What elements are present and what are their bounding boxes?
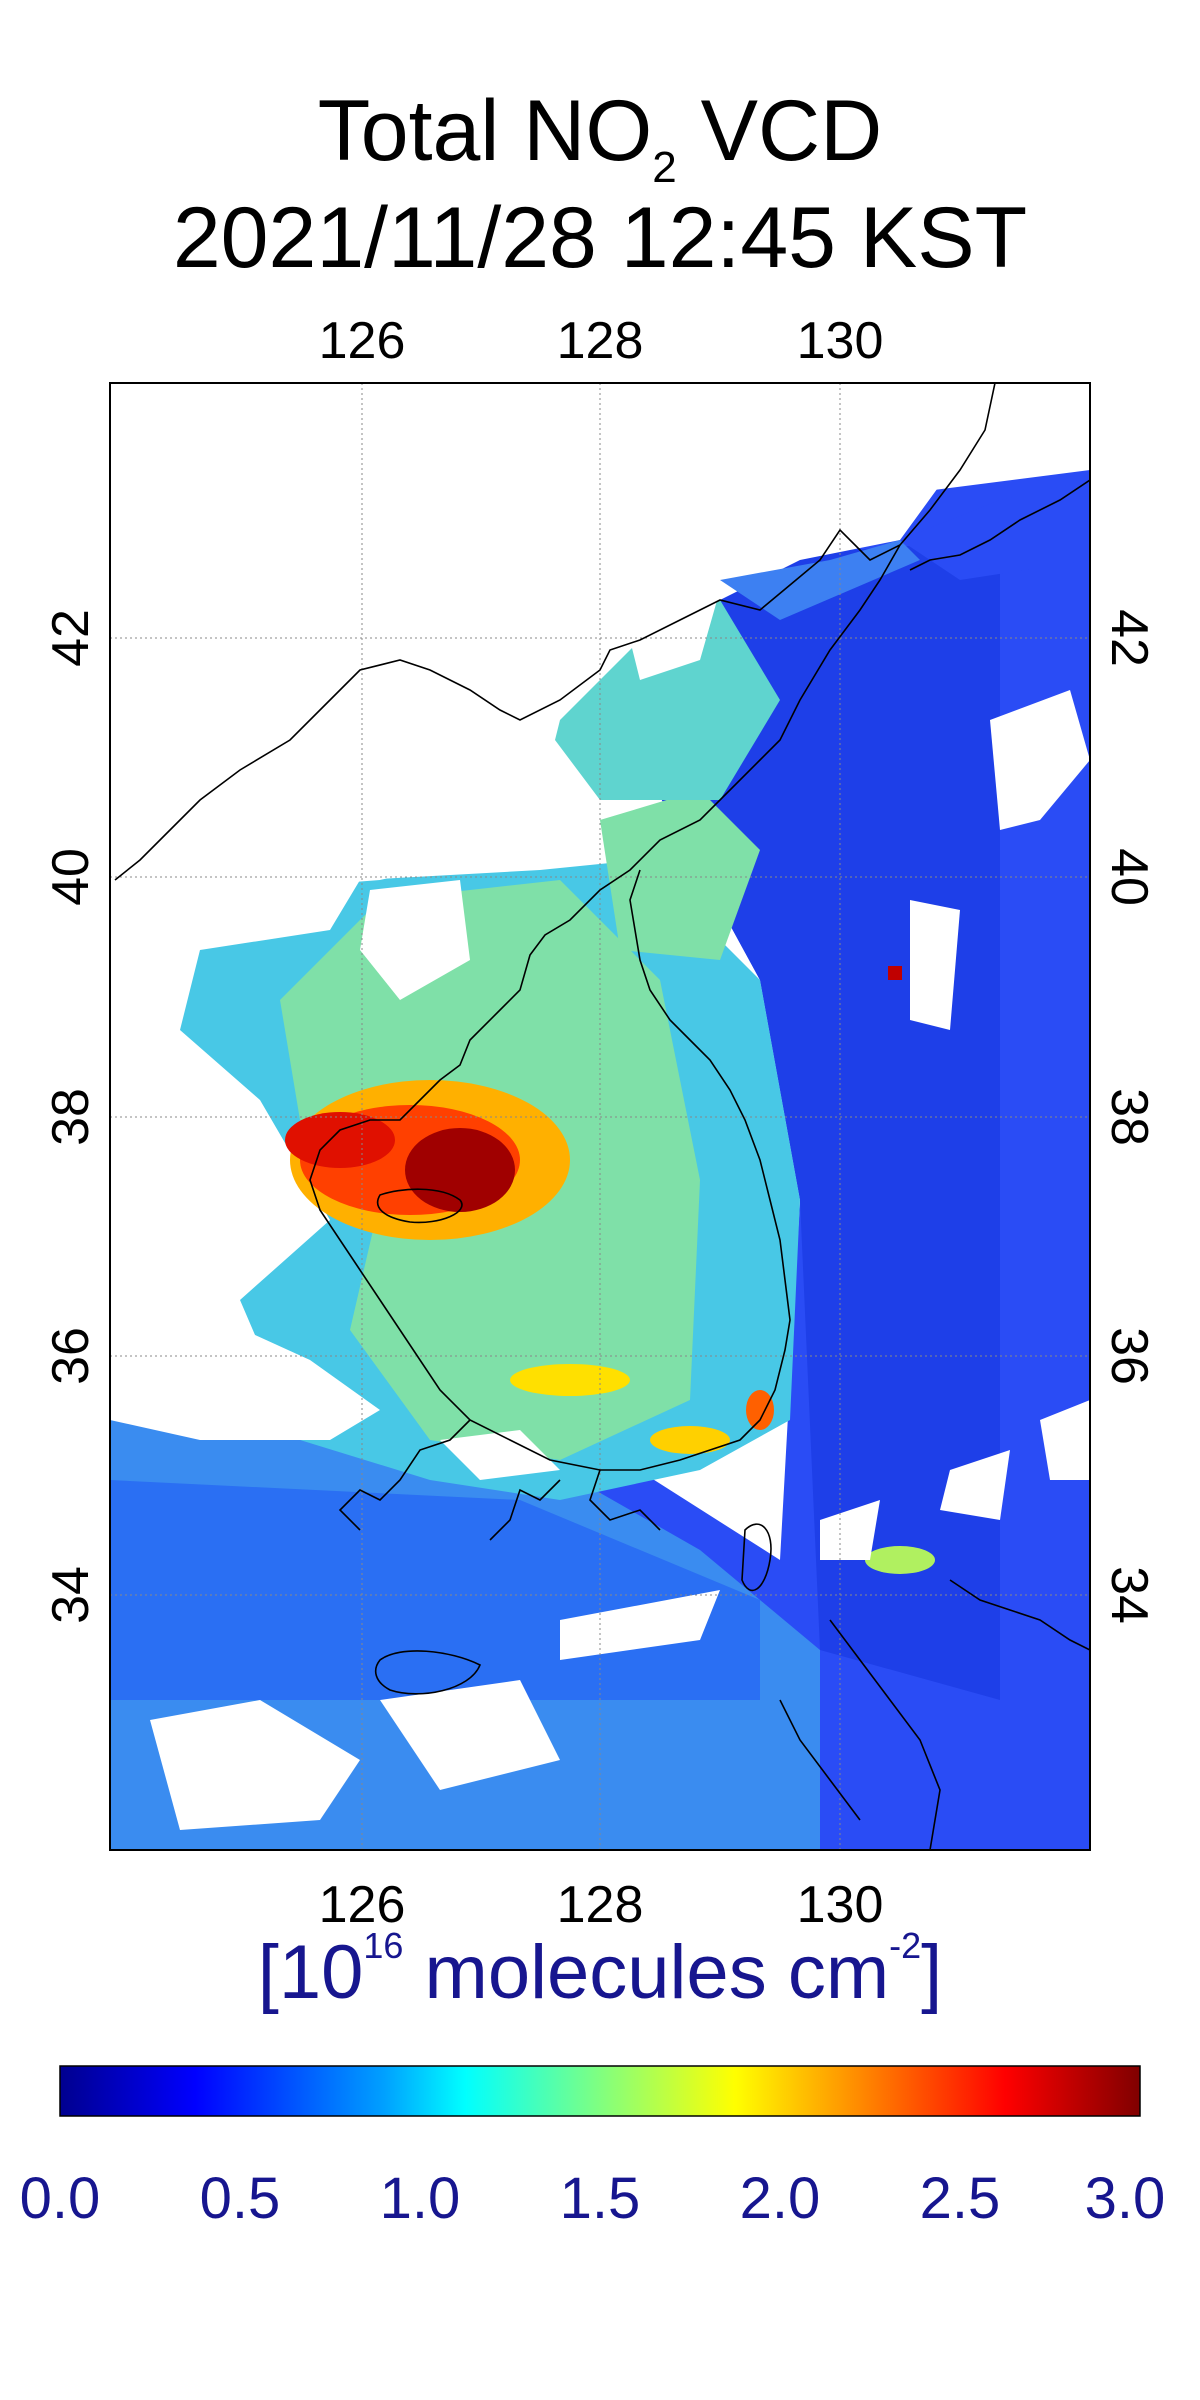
lat-tick-right: 34 <box>1100 1566 1158 1624</box>
colorbar-tick: 0.5 <box>199 2166 281 2231</box>
unit-exponent: 16 <box>363 1925 404 1966</box>
map-frame <box>109 382 1091 1851</box>
lon-tick-bottom: 130 <box>797 1876 884 1934</box>
lat-tick-right: 42 <box>1100 609 1158 667</box>
colorbar-tick: 1.0 <box>379 2166 461 2231</box>
lat-tick-left: 34 <box>42 1566 100 1624</box>
colorbar-tick: 1.5 <box>559 2166 641 2231</box>
colorbar-tick: 2.0 <box>739 2166 821 2231</box>
lat-tick-right: 36 <box>1100 1327 1158 1385</box>
unit-middle: molecules cm <box>403 1930 890 2015</box>
colorbar <box>59 2065 1141 2117</box>
colorbar-tick: 2.5 <box>919 2166 1001 2231</box>
lat-tick-right: 40 <box>1100 848 1158 906</box>
title-line-1: Total NO2 VCD <box>0 88 1200 190</box>
lon-tick-top: 130 <box>797 312 884 370</box>
lat-tick-right: 38 <box>1100 1088 1158 1146</box>
title-datetime: 2021/11/28 12:45 KST <box>172 190 1028 286</box>
lat-tick-left: 42 <box>42 609 100 667</box>
unit-exponent-2: -2 <box>889 1925 922 1966</box>
lat-tick-left: 40 <box>42 848 100 906</box>
lon-tick-top: 126 <box>319 312 406 370</box>
title-subscript: 2 <box>652 143 677 192</box>
colorbar-unit-label: [1016 molecules cm-2] <box>0 1928 1200 2011</box>
gridlines <box>110 383 1090 1850</box>
unit-prefix: [10 <box>257 1930 364 2015</box>
lon-tick-bottom: 126 <box>319 1876 406 1934</box>
unit-suffix: ] <box>921 1930 943 2015</box>
title-suffix: VCD <box>676 83 883 179</box>
lon-tick-bottom: 128 <box>557 1876 644 1934</box>
lat-tick-left: 36 <box>42 1327 100 1385</box>
lon-tick-top: 128 <box>557 312 644 370</box>
title-main: Total NO <box>317 83 653 179</box>
colorbar-tick: 3.0 <box>1084 2166 1166 2231</box>
lat-tick-left: 38 <box>42 1088 100 1146</box>
coastlines <box>114 383 1090 1850</box>
colorbar-tick: 0.0 <box>19 2166 101 2231</box>
